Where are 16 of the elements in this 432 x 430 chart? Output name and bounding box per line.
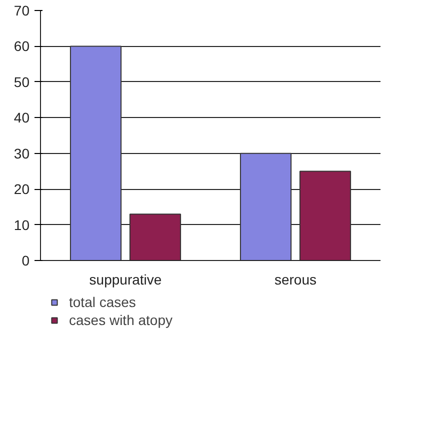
- legend-label: total cases: [69, 294, 136, 310]
- y-tick-label: 70: [14, 2, 30, 18]
- bar: [70, 46, 122, 260]
- bar: [299, 170, 352, 260]
- x-tick-label: suppurative: [89, 272, 162, 288]
- y-tick-label: 60: [14, 38, 30, 54]
- bar: [129, 214, 182, 260]
- x-tick-label: serous: [274, 272, 317, 288]
- y-tick-label: 30: [14, 145, 30, 162]
- legend-label: cases with atopy: [69, 312, 172, 328]
- y-tick-label: 0: [22, 252, 30, 268]
- y-tick-label: 40: [14, 110, 30, 126]
- y-tick-label: 50: [14, 74, 30, 90]
- y-tick-label: 10: [14, 216, 30, 233]
- bar: [240, 152, 292, 260]
- y-tick-label: 20: [14, 181, 30, 198]
